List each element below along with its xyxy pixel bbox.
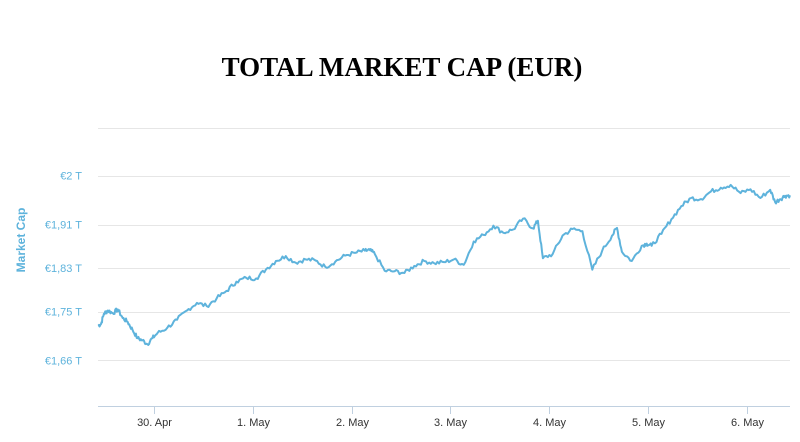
x-axis: 30. Apr 1. May 2. May 3. May 4. May 5. May 6. … <box>98 406 790 429</box>
y-tick-label: €1,66 T <box>45 355 82 367</box>
x-tick-label: 5. May <box>632 417 666 429</box>
y-tick-label: €1,83 T <box>45 263 82 275</box>
x-tick-label: 6. May <box>731 417 765 429</box>
x-tick-label: 2. May <box>336 417 370 429</box>
x-tick-label: 4. May <box>533 417 567 429</box>
y-tick-label: €1,75 T <box>45 307 82 319</box>
grid-lines <box>98 128 790 361</box>
chart-title: TOTAL MARKET CAP (EUR) <box>222 52 583 82</box>
series-line <box>97 183 791 346</box>
y-tick-label: €2 T <box>60 171 82 183</box>
y-axis-ticks: €2 T €1,91 T €1,83 T €1,75 T €1,66 T <box>45 171 82 368</box>
x-tick-label: 3. May <box>434 417 468 429</box>
plot-area <box>97 183 791 346</box>
y-axis-label: Market Cap <box>14 208 28 273</box>
x-tick-label: 30. Apr <box>137 417 172 429</box>
x-tick-label: 1. May <box>237 417 271 429</box>
y-tick-label: €1,91 T <box>45 220 82 232</box>
